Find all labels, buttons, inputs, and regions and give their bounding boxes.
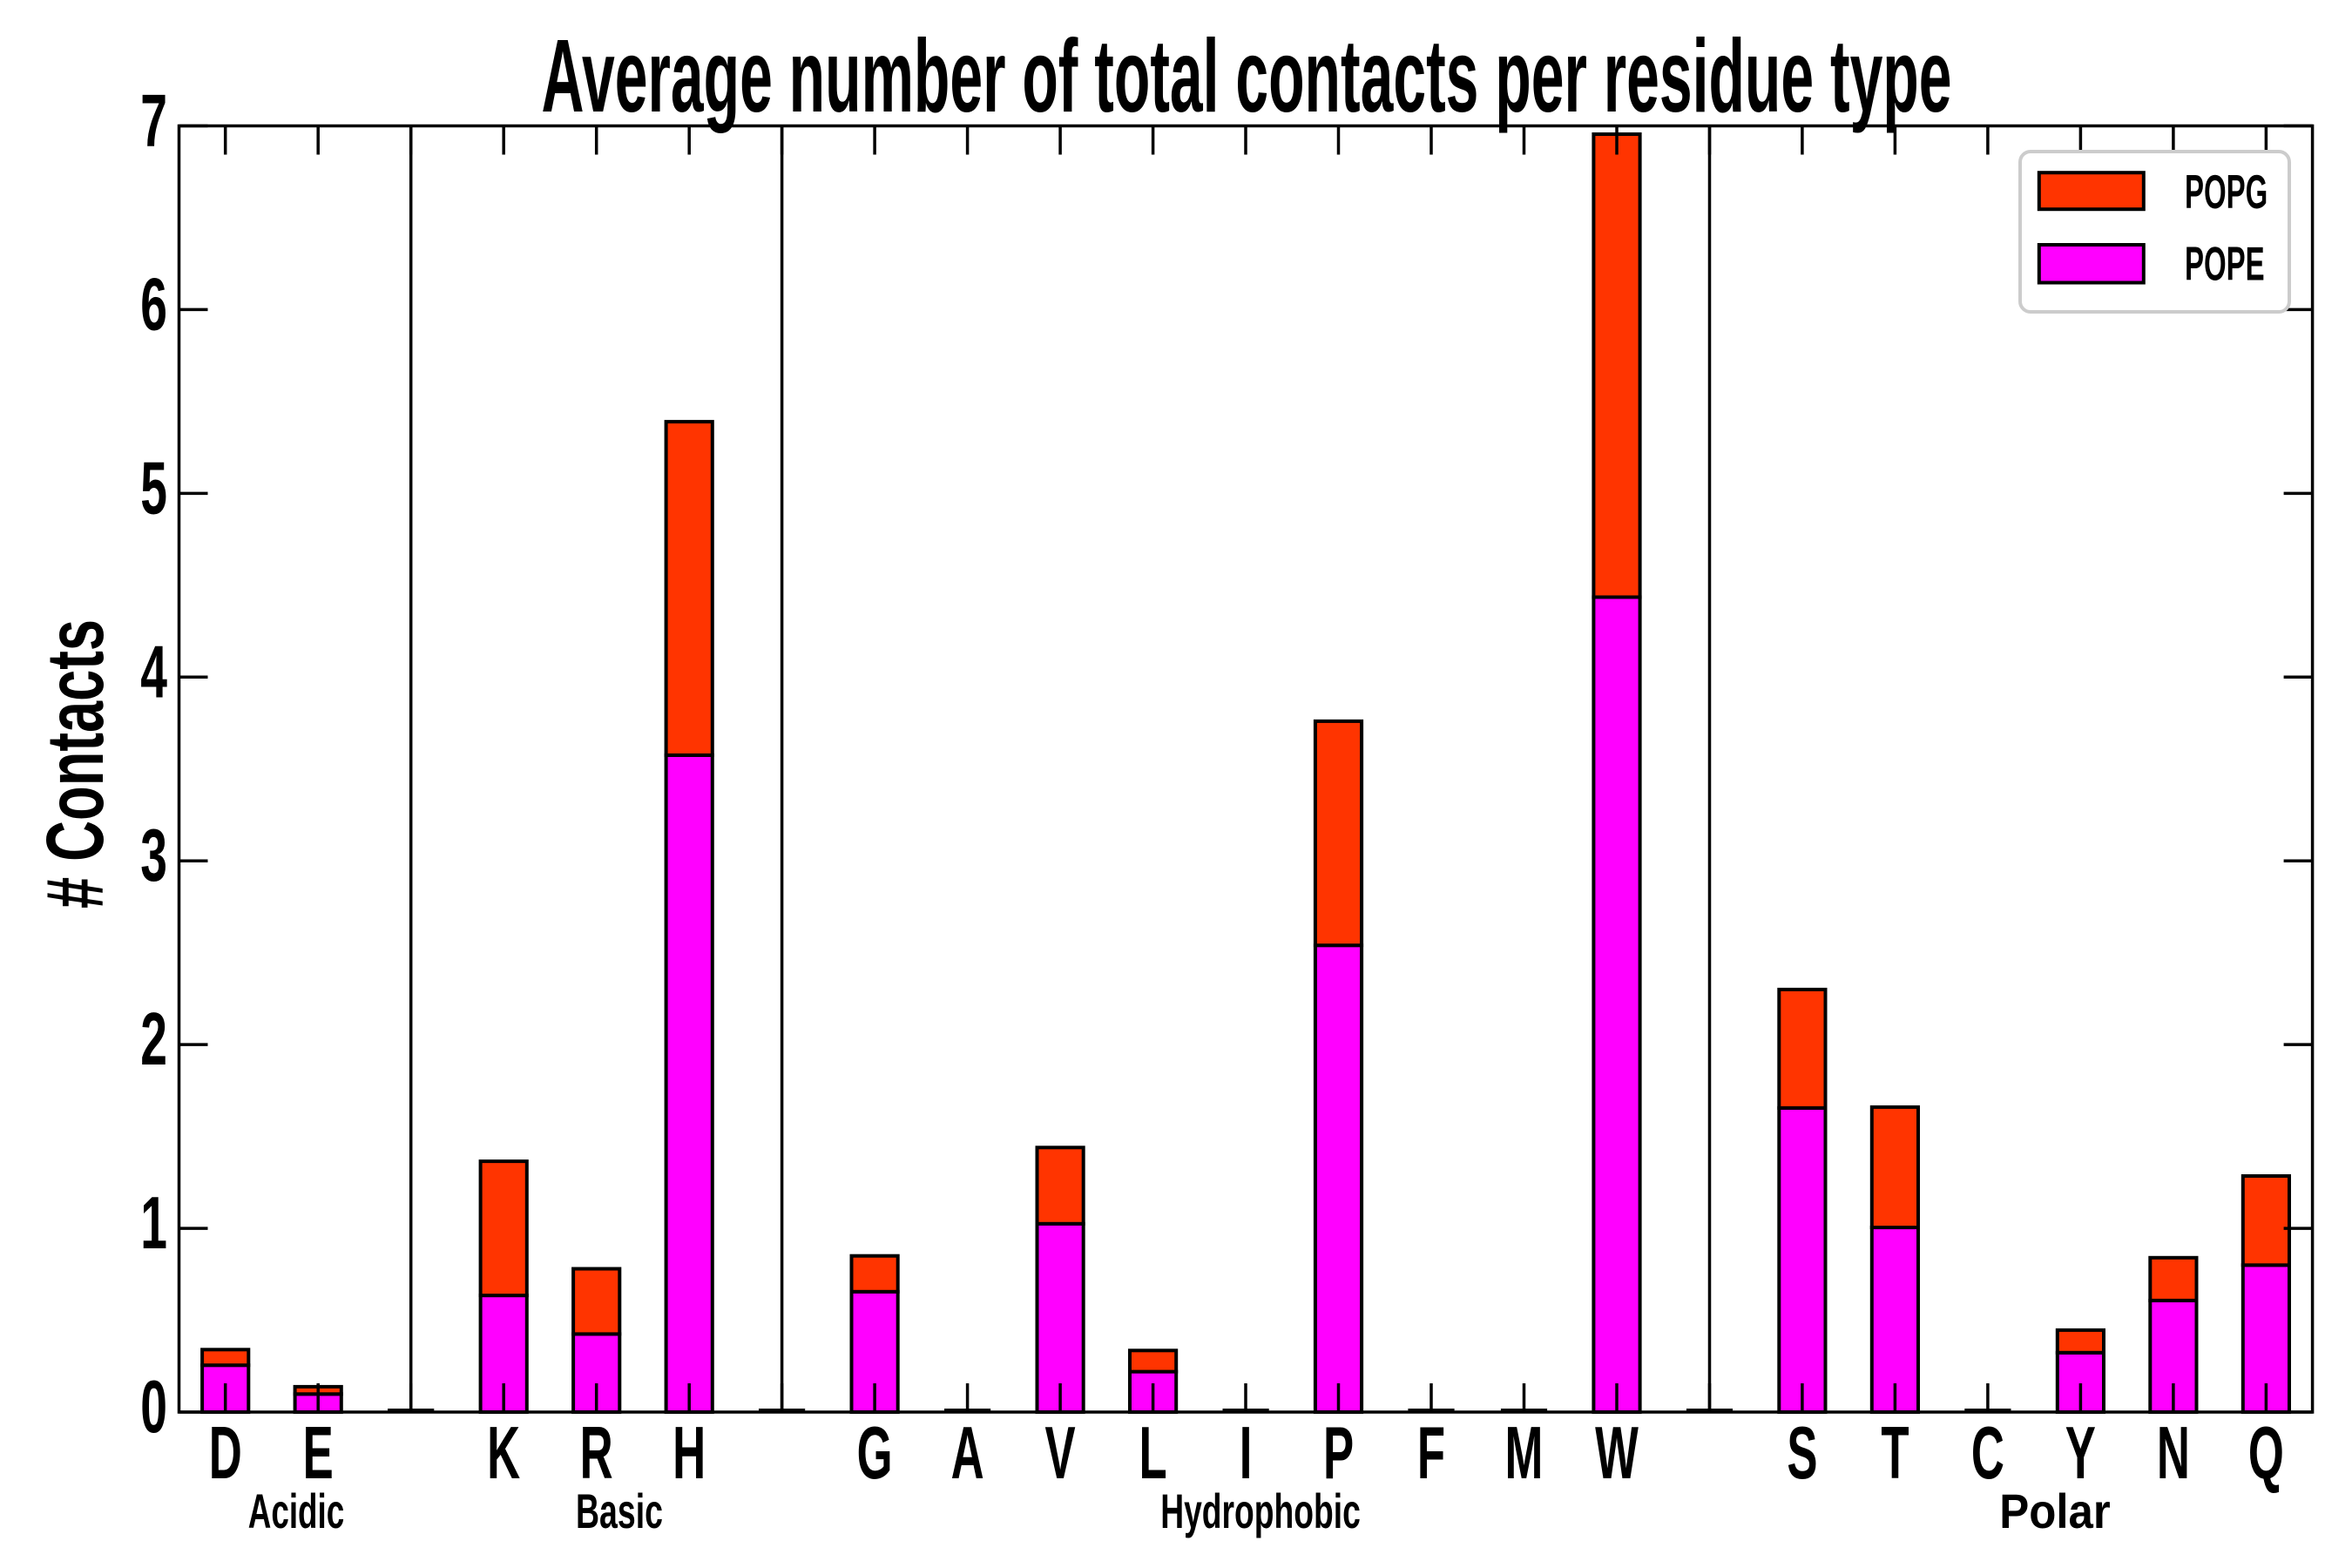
svg-text:Hydrophobic: Hydrophobic [1160,1484,1361,1538]
svg-text:POPE: POPE [2185,237,2265,291]
svg-text:Q: Q [2248,1411,2284,1494]
svg-text:K: K [487,1411,520,1494]
svg-text:Average number of total contac: Average number of total contacts per res… [542,18,1952,134]
svg-text:M: M [1505,1411,1544,1494]
svg-text:3: 3 [140,814,167,897]
svg-text:T: T [1881,1411,1909,1494]
svg-text:2: 2 [140,998,167,1081]
svg-text:N: N [2157,1411,2190,1494]
svg-text:Basic: Basic [576,1484,663,1538]
svg-text:POPG: POPG [2185,165,2268,219]
svg-text:H: H [672,1411,706,1494]
svg-text:W: W [1595,1411,1639,1494]
svg-text:F: F [1417,1411,1445,1494]
svg-text:1: 1 [140,1182,167,1265]
svg-text:0: 0 [140,1366,167,1449]
svg-text:D: D [209,1411,242,1494]
svg-text:L: L [1139,1411,1166,1494]
svg-text:Acidic: Acidic [248,1484,345,1538]
svg-text:6: 6 [140,264,167,347]
svg-text:G: G [857,1411,893,1494]
svg-text:7: 7 [140,80,167,163]
svg-text:I: I [1240,1411,1253,1494]
svg-text:V: V [1044,1411,1075,1494]
svg-text:A: A [951,1411,984,1494]
svg-text:P: P [1323,1411,1354,1494]
svg-text:S: S [1787,1411,1817,1494]
svg-text:E: E [303,1411,334,1494]
svg-text:Y: Y [2065,1411,2096,1494]
svg-text:5: 5 [140,448,167,531]
svg-text:R: R [580,1411,613,1494]
svg-text:4: 4 [140,631,167,713]
svg-text:# Contacts: # Contacts [30,619,120,909]
svg-text:C: C [1971,1411,2004,1494]
svg-text:Polar: Polar [1999,1484,2111,1538]
